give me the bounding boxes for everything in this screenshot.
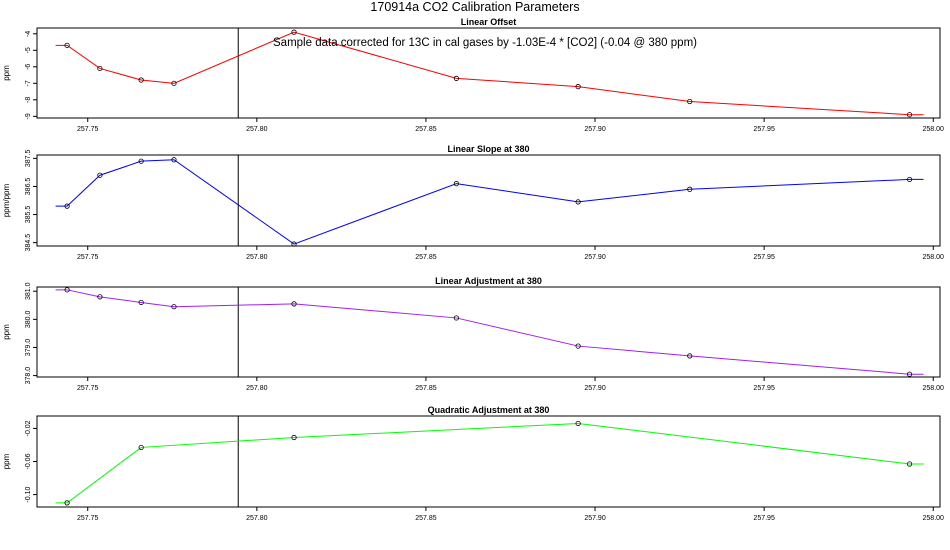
data-point — [64, 42, 70, 48]
x-tick-label: 257.95 — [753, 254, 775, 261]
data-point — [575, 84, 581, 90]
data-point — [906, 176, 913, 183]
x-tick-label: 257.90 — [584, 385, 606, 392]
x-tick-label: 257.95 — [753, 126, 775, 133]
data-point — [171, 157, 177, 163]
y-axis-label: ppm — [2, 453, 11, 469]
y-tick-label: -8 — [25, 97, 32, 103]
x-tick-label: 257.90 — [584, 254, 606, 261]
x-tick-label: 257.75 — [77, 515, 99, 522]
series-line — [55, 31, 924, 116]
x-tick-label: 257.80 — [246, 515, 268, 522]
data-point — [291, 434, 297, 441]
annotation-text: Sample data corrected for 13C in cal gas… — [273, 37, 697, 49]
y-tick-label: 378.0 — [25, 367, 32, 385]
plot-panel: Linear Adjustment at 380 257.75 257.80 257.… — [2, 276, 944, 392]
data-point — [97, 172, 103, 178]
x-tick-label: 257.75 — [77, 254, 99, 261]
data-point — [687, 98, 693, 105]
x-tick-label: 257.75 — [77, 126, 99, 133]
data-point — [575, 199, 581, 205]
x-tick-label: 258.00 — [923, 126, 945, 133]
data-point — [64, 203, 70, 209]
x-tick-label: 257.95 — [753, 385, 775, 392]
plot-title: Linear Offset — [461, 17, 517, 27]
y-tick-label: 385.5 — [25, 206, 32, 224]
y-tick-label: -6 — [25, 64, 32, 70]
data-point — [906, 112, 913, 118]
data-point — [575, 343, 581, 349]
plot-panel: Linear Slope at 380 257.75 257.80 257.85 257… — [2, 144, 944, 261]
y-tick-label: -0.10 — [25, 487, 32, 503]
series-line — [55, 422, 924, 504]
data-point — [575, 420, 581, 427]
x-tick-label: 257.75 — [77, 385, 99, 392]
data-point — [97, 65, 103, 72]
y-tick-label: 384.5 — [25, 234, 32, 252]
x-tick-label: 257.95 — [753, 515, 775, 522]
data-point — [138, 77, 144, 83]
data-point — [171, 304, 177, 310]
x-tick-label: 257.90 — [584, 126, 606, 133]
x-tick-label: 257.90 — [584, 515, 606, 522]
plot-panel: Linear Offset 257.75 257.80 257.85 257.90 257… — [2, 17, 944, 133]
series-line — [55, 159, 924, 245]
y-tick-label: -0.06 — [25, 453, 32, 469]
y-tick-label: 379.0 — [25, 339, 32, 357]
y-tick-label: 386.5 — [25, 178, 32, 196]
data-point — [64, 287, 70, 293]
x-tick-label: 257.85 — [415, 515, 437, 522]
data-point — [171, 80, 177, 86]
plot-frame — [36, 415, 941, 508]
plot-frame — [36, 286, 941, 378]
plot-frame — [36, 27, 941, 119]
y-tick-label: 387.5 — [25, 150, 32, 168]
y-axis-label: ppm/ppm — [2, 183, 11, 217]
data-point — [687, 186, 693, 192]
data-point — [453, 75, 459, 81]
plot-title: Quadratic Adjustment at 380 — [428, 405, 550, 415]
data-point — [64, 500, 70, 506]
y-tick-label: 381.0 — [25, 282, 32, 300]
x-tick-label: 257.80 — [246, 254, 268, 261]
data-point — [453, 315, 459, 321]
y-tick-label: 380.0 — [25, 310, 32, 328]
data-point — [291, 29, 297, 35]
x-tick-label: 257.85 — [415, 126, 437, 133]
plot-panel: Quadratic Adjustment at 380 257.75 257.80 2… — [2, 405, 944, 522]
y-tick-label: -0.02 — [25, 420, 32, 436]
data-point — [291, 301, 297, 307]
y-axis-label: ppm — [2, 65, 11, 81]
page-title: 170914a CO2 Calibration Parameters — [370, 0, 580, 14]
data-point — [138, 444, 144, 451]
data-point — [138, 299, 144, 306]
y-tick-label: -7 — [25, 80, 32, 86]
data-point — [687, 353, 693, 359]
x-tick-label: 257.85 — [415, 385, 437, 392]
x-tick-label: 257.85 — [415, 254, 437, 261]
plot-frame — [36, 154, 941, 247]
y-tick-label: -9 — [25, 113, 32, 119]
x-tick-label: 258.00 — [923, 515, 945, 522]
data-point — [291, 241, 297, 247]
x-tick-label: 257.80 — [246, 385, 268, 392]
data-point — [453, 181, 459, 187]
x-tick-label: 257.80 — [246, 126, 268, 133]
x-tick-label: 258.00 — [923, 385, 945, 392]
data-point — [906, 461, 913, 467]
y-axis-label: ppm — [2, 324, 11, 340]
data-point — [138, 158, 144, 164]
plot-title: Linear Slope at 380 — [447, 144, 529, 154]
y-tick-label: -4 — [25, 31, 32, 37]
plot-title: Linear Adjustment at 380 — [435, 276, 542, 286]
series-line — [55, 289, 924, 375]
data-point — [906, 371, 913, 377]
y-tick-label: -5 — [25, 47, 32, 53]
x-tick-label: 258.00 — [923, 254, 945, 261]
data-point — [97, 294, 103, 300]
